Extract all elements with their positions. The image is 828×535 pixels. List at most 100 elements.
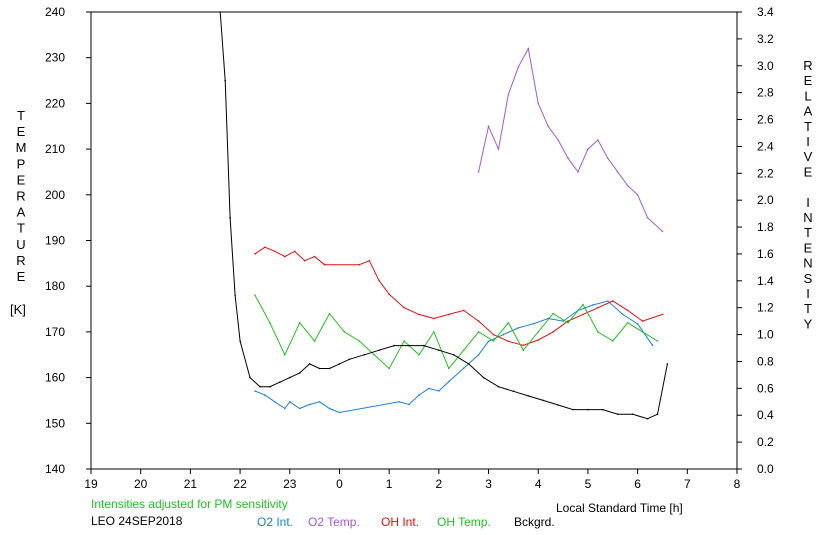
data-point	[393, 344, 395, 347]
data-point	[572, 408, 574, 411]
data-point	[388, 293, 391, 296]
y-left-tick-label: 190	[45, 234, 65, 248]
data-point	[482, 376, 485, 379]
data-point	[626, 322, 629, 324]
y-left-tick-label: 210	[45, 142, 65, 156]
data-point	[418, 394, 420, 396]
data-point	[373, 354, 376, 356]
data-point	[358, 340, 361, 342]
data-point	[497, 148, 500, 150]
y-right-tick-label: 2.6	[757, 113, 774, 127]
left-axis-letter: A	[17, 205, 26, 220]
data-point	[517, 66, 520, 68]
x-ticks: 19 20 21 22 23 0 1 2 3 4 5 6 7 8	[84, 469, 741, 491]
y-right-tick-label: 2.2	[757, 166, 774, 180]
data-point	[557, 404, 559, 406]
y-left-tick-label: 180	[45, 279, 65, 293]
series-line-oh-temp	[254, 295, 658, 370]
data-point	[597, 331, 599, 333]
data-point	[234, 294, 236, 297]
data-point	[537, 102, 539, 105]
data-point	[318, 367, 321, 370]
series-layer	[219, 11, 669, 420]
data-point	[368, 259, 371, 262]
data-point	[438, 349, 440, 352]
data-point	[279, 381, 281, 384]
series-line-oh-int	[254, 246, 663, 346]
data-point	[423, 344, 425, 347]
right-axis-letter: I	[806, 286, 810, 301]
series-bckgrd	[219, 11, 669, 420]
data-point	[607, 157, 609, 159]
sensitivity-note: Intensities adjusted for PM sensitivity	[91, 497, 288, 511]
data-point	[328, 312, 331, 315]
data-point	[363, 354, 366, 356]
y-left-tick-label: 140	[45, 462, 65, 476]
data-point	[567, 157, 569, 159]
right-axis-letter: T	[804, 301, 812, 316]
legend-oh-int: OH Int.	[381, 515, 419, 529]
x-tick-label: 0	[336, 477, 343, 491]
left-axis-letter: E	[17, 172, 26, 187]
left-axis-letter: T	[17, 221, 25, 236]
data-point	[616, 413, 619, 416]
data-point	[274, 250, 276, 253]
data-point	[264, 394, 266, 396]
data-point	[224, 79, 226, 82]
data-point	[274, 401, 276, 403]
series-line-bckgrd	[219, 11, 668, 420]
data-point	[303, 259, 306, 262]
data-point	[636, 323, 639, 325]
data-point	[403, 306, 405, 309]
x-tick-label: 6	[634, 477, 641, 491]
data-point	[552, 331, 554, 333]
y-right-tick-label: 3.4	[757, 5, 774, 19]
y-right-tick-label: 1.0	[757, 328, 774, 342]
x-tick-label: 7	[684, 477, 691, 491]
data-point	[408, 344, 410, 347]
x-tick-label: 2	[436, 477, 443, 491]
data-point	[542, 399, 544, 402]
data-point	[462, 349, 465, 352]
data-point	[343, 331, 346, 333]
data-point	[477, 354, 480, 356]
legend-o2-int: O2 Int.	[257, 515, 293, 529]
data-point	[284, 255, 286, 258]
data-point	[467, 363, 470, 365]
data-point	[398, 401, 400, 403]
data-point	[462, 367, 465, 370]
data-point	[562, 320, 564, 322]
x-tick-label: 22	[233, 477, 247, 491]
left-axis-letter: E	[17, 124, 26, 139]
data-point	[313, 340, 316, 342]
data-point	[338, 363, 341, 365]
data-point	[289, 376, 291, 379]
y-right-tick-label: 3.2	[757, 32, 774, 46]
data-point	[597, 306, 599, 309]
data-point	[348, 358, 351, 361]
right-axis-letter: I	[806, 134, 810, 149]
y-right-tick-label: 0.6	[757, 381, 774, 395]
x-axis-label: Local Standard Time [h]	[556, 501, 683, 515]
station-label: LEO 24SEP2018	[91, 514, 183, 528]
y-left-tick-label: 170	[45, 325, 65, 339]
left-axis-letter: M	[16, 140, 27, 155]
data-point	[656, 413, 659, 416]
y-right-tick-label: 1.4	[757, 274, 774, 288]
x-tick-label: 5	[585, 477, 592, 491]
y-right-tick-label: 0.4	[757, 408, 774, 422]
y-left-ticks: 140 150 160 170 180 190 200 210 220 230 240	[45, 5, 91, 476]
data-point	[448, 367, 450, 370]
series-o2-int	[254, 300, 654, 414]
y-left-tick-label: 150	[45, 416, 65, 430]
data-point	[448, 380, 450, 383]
series-line-o2-int	[254, 300, 653, 414]
x-tick-label: 23	[283, 477, 297, 491]
data-point	[259, 385, 261, 388]
x-tick-label: 19	[84, 477, 98, 491]
data-point	[492, 340, 495, 342]
data-point	[567, 322, 569, 324]
data-point	[602, 408, 604, 411]
x-tick-label: 21	[184, 477, 198, 491]
